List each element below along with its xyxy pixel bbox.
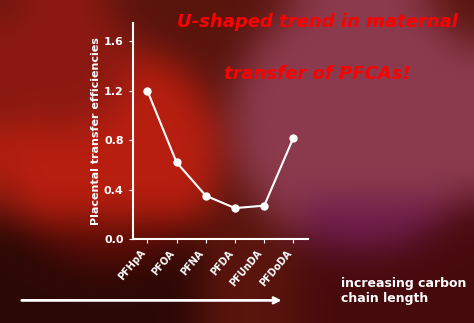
Text: transfer of PFCAs!: transfer of PFCAs! bbox=[224, 65, 411, 83]
Text: increasing carbon
chain length: increasing carbon chain length bbox=[341, 277, 467, 305]
Text: U-shaped trend in maternal: U-shaped trend in maternal bbox=[177, 13, 458, 31]
Y-axis label: Placental transfer efficiencies: Placental transfer efficiencies bbox=[91, 37, 101, 225]
